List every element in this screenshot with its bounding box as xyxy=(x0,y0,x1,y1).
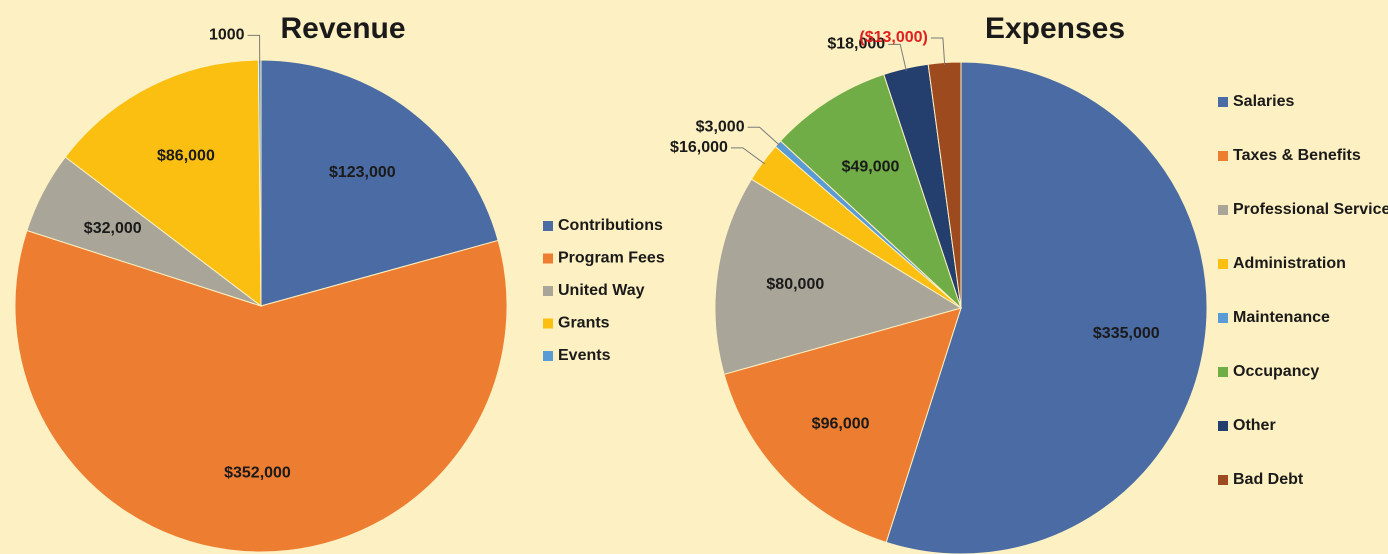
leader-line xyxy=(247,34,261,63)
legend-label: Bad Debt xyxy=(1233,471,1304,488)
legend-label: Other xyxy=(1233,417,1276,434)
data-label: $96,000 xyxy=(812,415,870,432)
legend-swatch xyxy=(1218,313,1228,323)
data-label: $32,000 xyxy=(84,220,142,237)
legend-swatch xyxy=(543,286,553,296)
legend-label: Taxes & Benefits xyxy=(1233,147,1361,164)
legend-label: Program Fees xyxy=(558,250,665,267)
leader-line xyxy=(888,43,907,71)
legend-swatch xyxy=(1218,151,1228,161)
legend-swatch xyxy=(1218,475,1228,485)
legend-label: United Way xyxy=(558,282,645,299)
pie-slice xyxy=(885,61,1208,554)
legend-label: Contributions xyxy=(558,217,663,234)
pie-slice xyxy=(779,73,962,309)
legend-label: Occupancy xyxy=(1233,363,1319,380)
data-label: $335,000 xyxy=(1093,325,1160,342)
data-label: $80,000 xyxy=(766,276,824,293)
pie-slice xyxy=(64,59,262,308)
data-label: $18,000 xyxy=(827,36,885,53)
leader-line xyxy=(730,147,766,165)
pie-slice xyxy=(260,59,499,307)
leader-line xyxy=(747,126,781,146)
chart-title: Expenses xyxy=(985,12,1125,45)
legend-label: Grants xyxy=(558,315,610,332)
legend-swatch xyxy=(543,221,553,231)
legend-swatch xyxy=(543,351,553,361)
legend-swatch xyxy=(1218,259,1228,269)
leader-line xyxy=(930,37,946,66)
legend-label: Administration xyxy=(1233,255,1346,272)
legend-label: Events xyxy=(558,347,611,364)
legend-swatch xyxy=(1218,367,1228,377)
pie-slice xyxy=(723,307,962,543)
legend-label: Professional Services xyxy=(1233,201,1388,218)
data-label: $123,000 xyxy=(329,164,396,181)
data-label: $352,000 xyxy=(224,464,291,481)
data-label: $3,000 xyxy=(696,118,745,135)
legend-swatch xyxy=(543,253,553,264)
legend-swatch xyxy=(543,318,553,329)
data-label: $86,000 xyxy=(157,148,215,165)
data-label: ($13,000) xyxy=(859,29,928,46)
data-label: 1000 xyxy=(209,27,245,44)
legend-swatch xyxy=(1218,97,1228,107)
chart-title: Revenue xyxy=(280,12,405,45)
pie-slice xyxy=(14,229,508,553)
legend-label: Maintenance xyxy=(1233,309,1330,326)
data-label: $16,000 xyxy=(670,139,728,156)
legend-label: Salaries xyxy=(1233,93,1294,110)
legend-swatch xyxy=(1218,205,1228,215)
legend-swatch xyxy=(1218,421,1228,431)
pie-slice xyxy=(714,178,963,375)
data-label: $49,000 xyxy=(842,159,900,176)
